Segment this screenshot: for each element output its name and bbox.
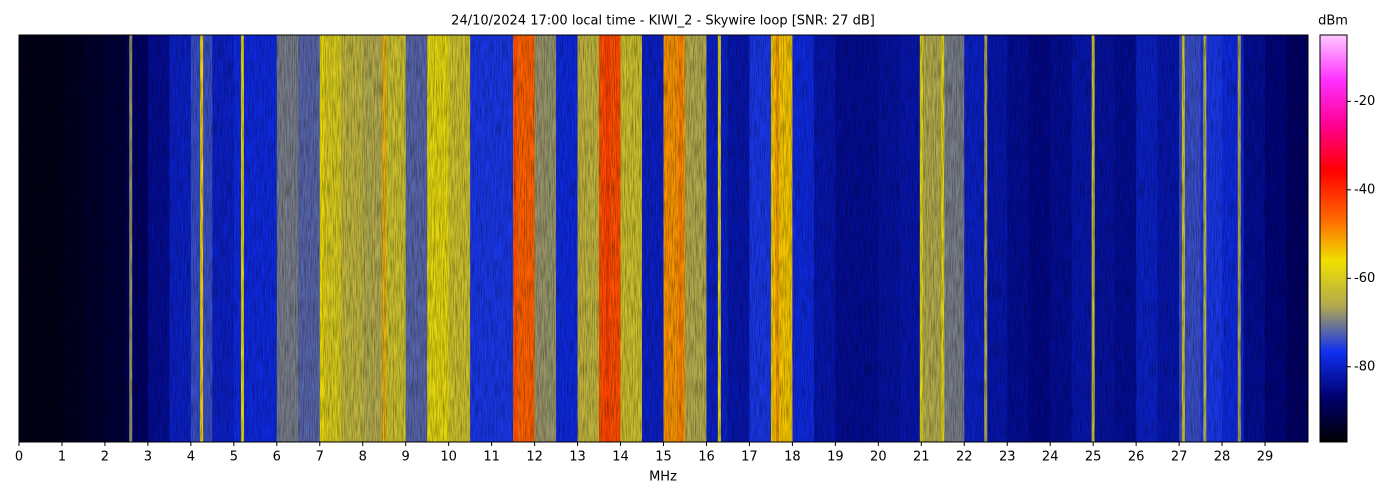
x-tick-label: 28 [1214,450,1231,465]
x-tick-label: 5 [230,450,238,465]
colorbar [1319,34,1348,443]
x-tick-label: 29 [1257,450,1274,465]
x-tick-label: 3 [144,450,152,465]
chart-title: 24/10/2024 17:00 local time - KIWI_2 - S… [451,14,875,29]
x-tick-label: 13 [569,450,586,465]
x-tick-label: 6 [273,450,281,465]
colorbar-tick-label: -40 [1354,182,1375,197]
x-tick-label: 15 [655,450,672,465]
colorbar-tick-label: -60 [1354,271,1375,286]
x-tick-label: 14 [612,450,629,465]
colorbar-tick-label: -20 [1354,94,1375,109]
x-tick-label: 21 [913,450,930,465]
x-tick-label: 10 [440,450,457,465]
x-tick-label: 25 [1085,450,1102,465]
x-tick-label: 19 [827,450,844,465]
colorbar-tick-label: -80 [1354,359,1375,374]
x-tick-label: 22 [956,450,973,465]
x-tick-label: 0 [15,450,23,465]
x-tick-label: 17 [741,450,758,465]
x-tick-label: 11 [483,450,500,465]
texture [19,35,1308,442]
x-tick-label: 12 [526,450,543,465]
x-tick-label: 9 [402,450,410,465]
x-tick-label: 1 [58,450,66,465]
x-tick-label: 23 [999,450,1016,465]
x-tick-label: 24 [1042,450,1059,465]
x-tick-label: 26 [1128,450,1145,465]
x-tick-label: 16 [698,450,715,465]
x-tick-label: 8 [359,450,367,465]
x-axis-label: MHz [649,470,677,485]
colorbar-label: dBm [1318,14,1348,29]
x-tick-label: 7 [316,450,324,465]
x-tick-label: 2 [101,450,109,465]
x-tick-label: 20 [870,450,887,465]
x-tick-label: 4 [187,450,195,465]
x-tick-label: 18 [784,450,801,465]
x-tick-label: 27 [1171,450,1188,465]
